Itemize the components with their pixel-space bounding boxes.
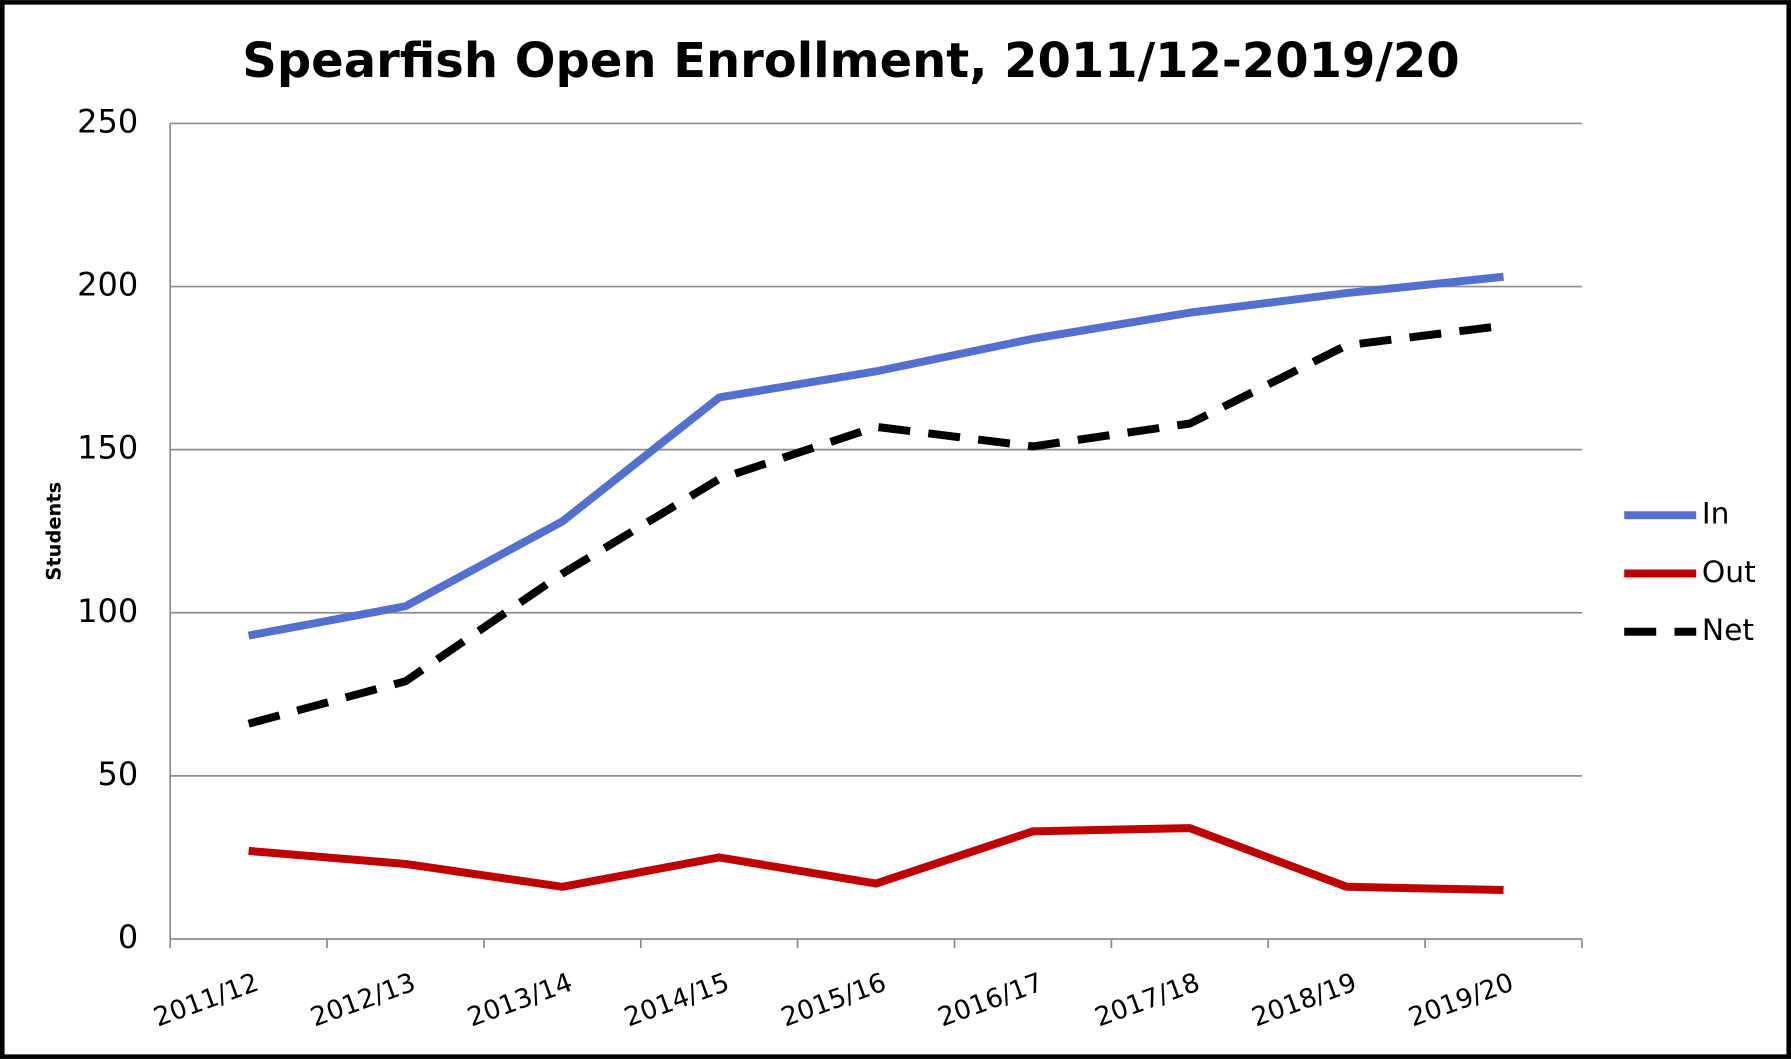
- legend-label: In: [1702, 497, 1730, 532]
- legend-label: Out: [1702, 555, 1756, 590]
- y-tick-label: 200: [77, 266, 138, 304]
- y-tick-label: 150: [77, 429, 138, 467]
- y-axis-label: Students: [42, 482, 65, 581]
- chart-title: Spearfish Open Enrollment, 2011/12-2019/…: [242, 33, 1459, 89]
- series-line: [247, 272, 1504, 640]
- y-tick-label: 250: [77, 102, 138, 140]
- y-tick-label: 50: [98, 755, 139, 793]
- y-tick-label: 0: [118, 918, 138, 956]
- legend-label: Net: [1702, 613, 1754, 648]
- series-line: [248, 824, 1504, 895]
- series-line: [247, 321, 1505, 728]
- y-tick-label: 100: [77, 592, 138, 630]
